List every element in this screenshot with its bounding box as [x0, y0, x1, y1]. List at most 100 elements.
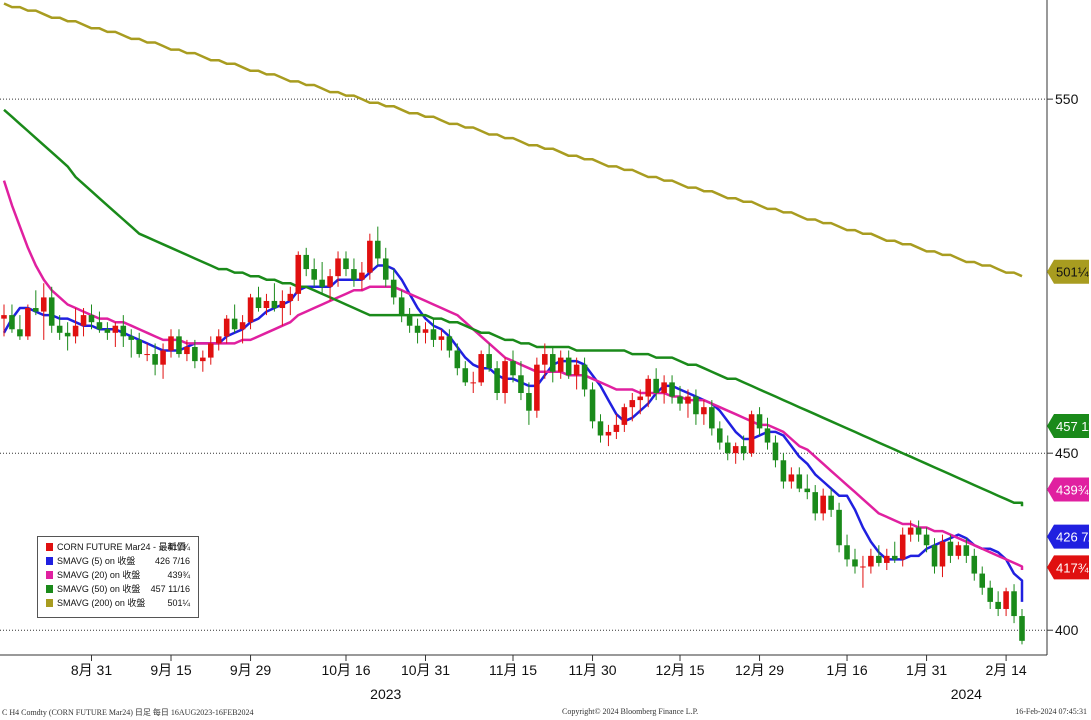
grid-lines: [0, 98, 1047, 631]
candle-body: [796, 474, 803, 489]
candle-body: [207, 343, 214, 358]
candle-body: [677, 396, 683, 404]
candle-body: [351, 269, 357, 280]
price-tag: [1047, 413, 1089, 438]
candle-body: [939, 541, 946, 567]
price-tag-label: 417¾: [1056, 560, 1089, 575]
candle-body: [486, 354, 492, 369]
legend-item: SMAVG (5) on 收盤 426 7/16: [38, 554, 198, 568]
legend-value: 457 11/16: [150, 584, 190, 594]
candle-body: [343, 258, 349, 270]
legend-item: SMAVG (20) on 收盤 439¾: [38, 568, 198, 582]
candle-body: [17, 329, 23, 337]
candle-body: [120, 325, 127, 337]
candle-body: [375, 240, 381, 259]
x-tick-label: 9月 15: [150, 662, 191, 678]
candle-body: [899, 534, 906, 560]
candle-body: [637, 396, 644, 401]
candle-body: [9, 315, 15, 330]
candle-body: [223, 318, 230, 337]
candle-body: [33, 308, 39, 312]
candle-body: [565, 357, 572, 376]
candle-body: [359, 272, 365, 280]
x-tick-label: 12月 29: [735, 662, 784, 678]
candle-body: [915, 527, 922, 535]
candle-body: [168, 336, 174, 351]
legend-value: 501¼: [167, 598, 190, 608]
candle-body: [494, 368, 500, 393]
candle-body: [772, 442, 779, 461]
candle-body: [605, 431, 612, 436]
candle-body: [184, 346, 190, 355]
candle-body: [279, 300, 286, 309]
candle-body: [716, 428, 723, 443]
candle-body: [701, 407, 707, 415]
candle-body: [581, 364, 588, 390]
candle-body: [112, 325, 119, 333]
candlestick-series: [1, 226, 1025, 645]
candle-body: [478, 354, 484, 383]
legend-label: SMAVG (20) on 收盤: [57, 570, 141, 580]
candle-body: [836, 509, 842, 546]
legend-value: 417¾: [167, 542, 190, 552]
price-tag-label: 426 7/16: [1056, 530, 1091, 545]
candle-body: [430, 329, 437, 340]
x-tick-label: 11月 15: [489, 662, 537, 678]
candle-body: [549, 354, 556, 372]
candle-body: [852, 559, 858, 567]
candle-body: [629, 400, 636, 408]
candle-body: [645, 378, 651, 397]
x-tick-label: 10月 16: [321, 662, 370, 678]
candle-body: [406, 315, 413, 326]
legend-value: 426 7/16: [154, 556, 190, 566]
candle-body: [891, 555, 898, 560]
legend-label: SMAVG (200) on 收盤: [57, 598, 146, 608]
candle-body: [788, 474, 795, 482]
x-year-label: 2024: [951, 686, 982, 702]
legend-value: 439¾: [167, 570, 190, 580]
legend-swatch: [46, 557, 53, 565]
candle-body: [454, 350, 461, 369]
legend-label: SMAVG (5) on 收盤: [57, 556, 136, 566]
candle-body: [160, 350, 166, 365]
candle-body: [470, 382, 477, 384]
candle-body: [200, 357, 206, 362]
x-year-label: 2023: [370, 686, 401, 702]
series-line: [3, 2, 1023, 278]
candle-body: [621, 407, 628, 425]
candle-body: [876, 555, 882, 563]
candle-body: [724, 442, 731, 454]
candle-body: [136, 339, 142, 355]
x-tick-label: 1月 16: [826, 662, 867, 678]
candle-body: [756, 414, 763, 429]
candle-body: [589, 389, 596, 422]
candle-body: [382, 258, 389, 280]
candle-body: [80, 315, 87, 326]
candle-body: [947, 541, 954, 556]
footer-copyright: Copyright© 2024 Bloomberg Finance L.P.: [562, 707, 699, 716]
x-tick-label: 8月 31: [71, 662, 112, 678]
candle-body: [48, 297, 55, 326]
candle-body: [271, 300, 278, 309]
candle-body: [88, 315, 95, 323]
y-tick-label: 450: [1055, 445, 1079, 461]
candle-body: [979, 573, 986, 588]
candle-body: [732, 446, 739, 454]
price-tag: [1047, 259, 1089, 284]
candle-body: [40, 297, 47, 312]
candle-body: [25, 308, 31, 337]
candle-body: [669, 382, 675, 397]
candle-body: [438, 336, 445, 340]
candle-body: [1011, 591, 1017, 617]
candle-body: [287, 293, 294, 301]
candle-body: [144, 354, 150, 356]
legend-swatch: [46, 585, 53, 593]
candle-body: [502, 361, 508, 393]
candle-body: [56, 325, 63, 333]
candle-body: [462, 368, 469, 383]
price-tags: 501¼ 457 11/16 439¾ 426 7/16 417¾: [1047, 259, 1091, 580]
axes: 400 450 550 8月 31 9月 15 9月 29 10月 16 10月 31 11月 …: [0, 0, 1079, 702]
candle-body: [446, 336, 453, 351]
candle-body: [239, 322, 246, 330]
candle-body: [653, 378, 659, 393]
